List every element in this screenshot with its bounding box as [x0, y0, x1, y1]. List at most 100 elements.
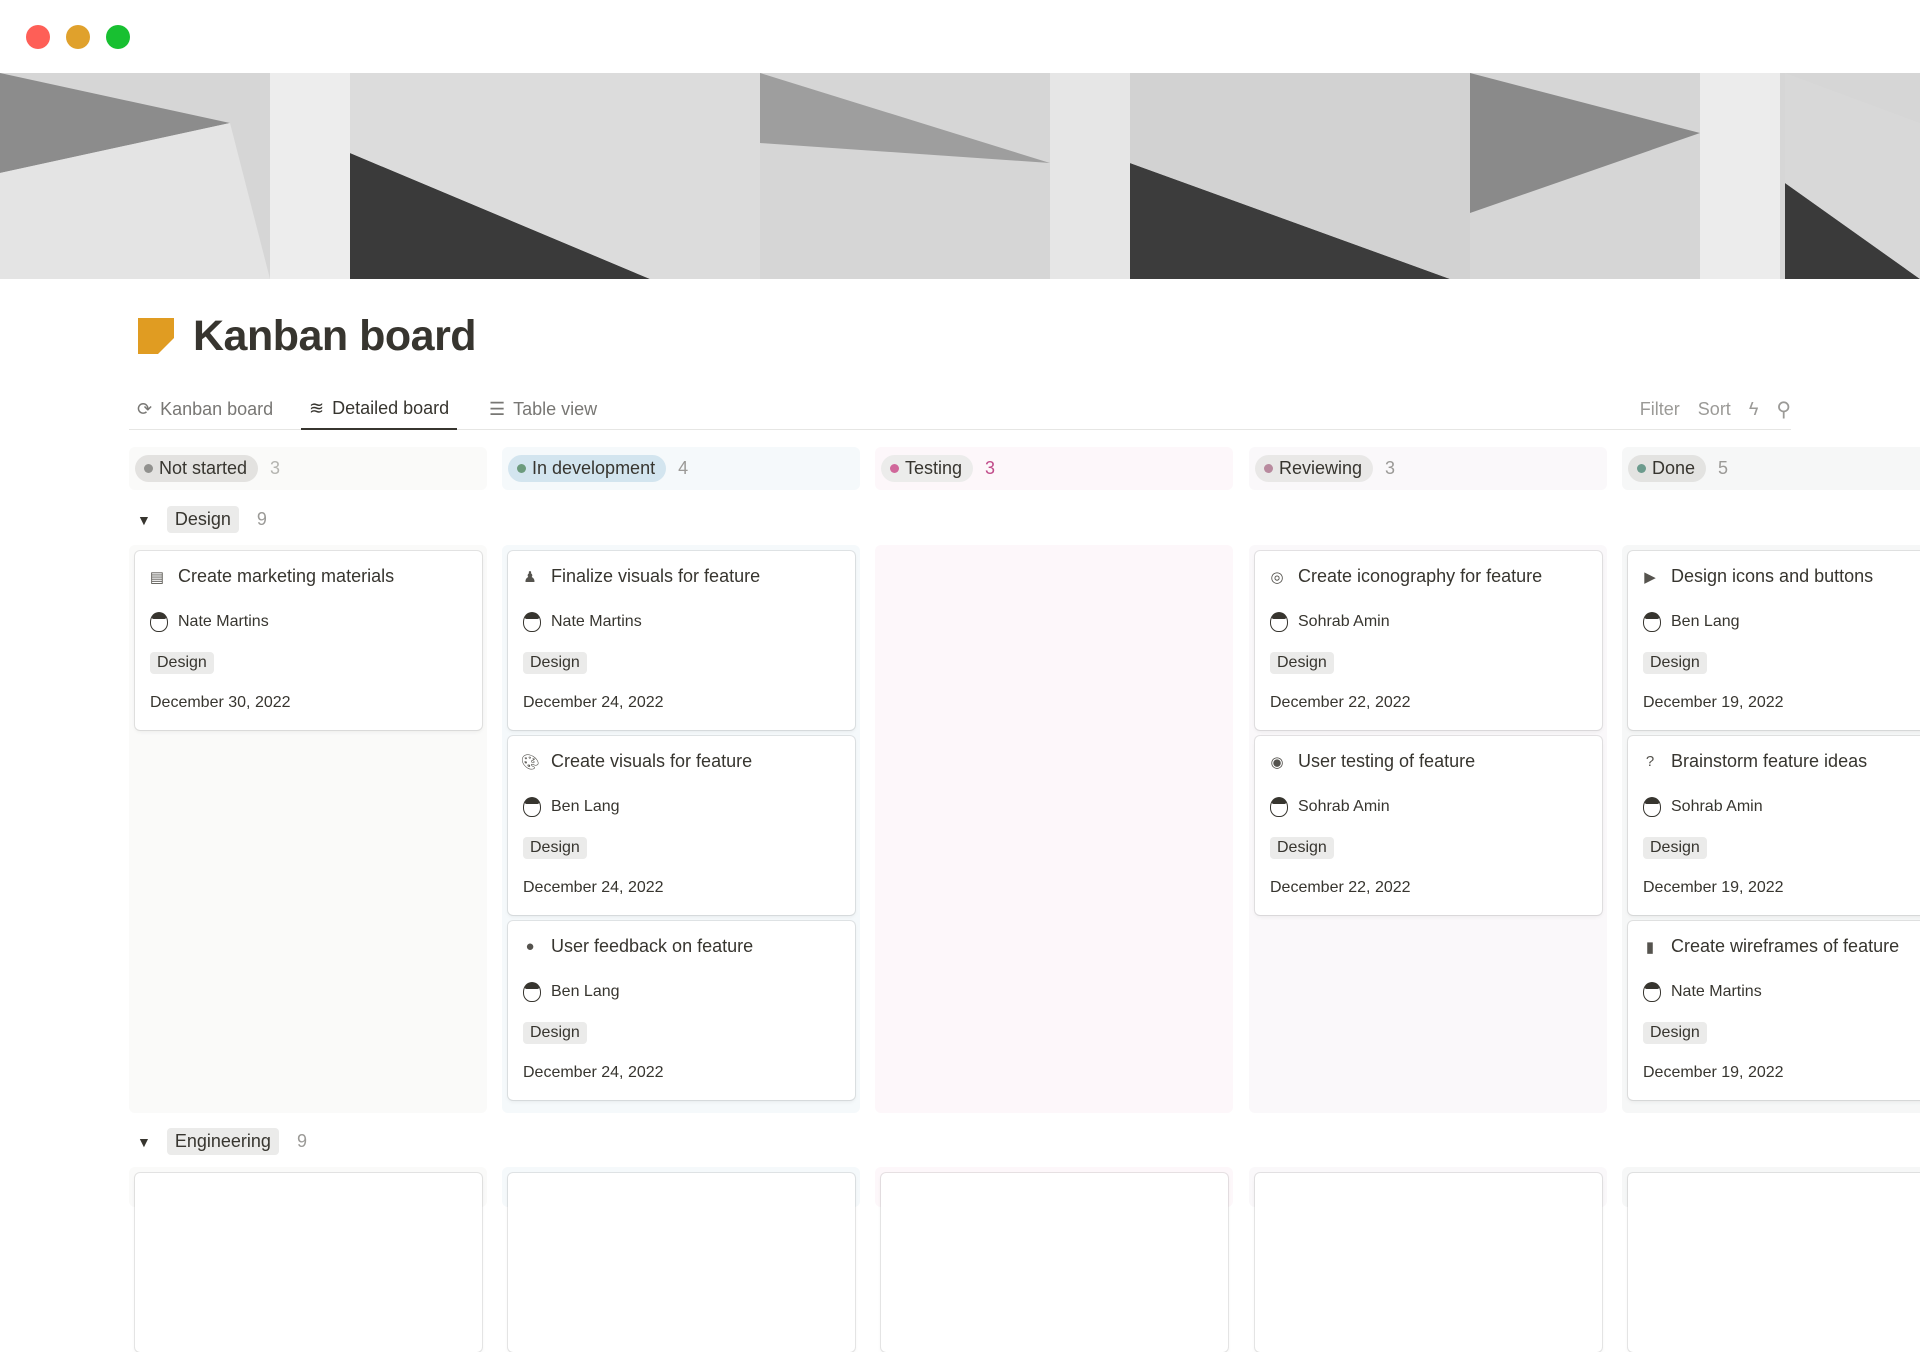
column-group-bg	[875, 545, 1233, 1113]
task-card[interactable]: ▮ Create wireframes of feature Nate Martin…	[1628, 921, 1920, 1100]
assignee: Ben Lang	[523, 982, 620, 1002]
column-header: Testing 3	[875, 447, 1233, 490]
status-pill[interactable]: Not started	[135, 455, 259, 482]
status-pill[interactable]: Reviewing	[1255, 455, 1374, 482]
task-card[interactable]: ▤ Create marketing materials Nate Martins D…	[135, 551, 482, 730]
avatar	[150, 612, 168, 632]
card-date: December 24, 2022	[523, 1064, 664, 1081]
card-title: Create visuals for feature	[551, 751, 753, 771]
tag-badge: Design	[523, 837, 587, 859]
assignee-name: Nate Martins	[178, 613, 269, 630]
assignee-name: Nate Martins	[551, 613, 642, 630]
assignee-name: Ben Lang	[551, 798, 620, 815]
task-card[interactable]: ♟ Finalize visuals for feature Nate Martin…	[508, 551, 855, 730]
card-title: Create marketing materials	[178, 566, 395, 586]
column-header: Not started 3	[129, 447, 487, 490]
column-header: In development 4	[502, 447, 860, 490]
column-header: Done 5	[1622, 447, 1920, 490]
user-circle-icon: ◉	[1270, 753, 1284, 771]
card-title-row: ▤ Create marketing materials	[148, 566, 394, 587]
task-card[interactable]: ? Brainstorm feature ideas Sohrab Amin Desi…	[1628, 736, 1920, 915]
group-header-engineering[interactable]: ▼ Engineering 9	[137, 1128, 307, 1155]
assignee-name: Sohrab Amin	[1671, 798, 1763, 815]
task-card[interactable]: 🎨︎ Create visuals for feature Ben Lang Desi…	[508, 736, 855, 915]
question-bubble-icon: ?	[1645, 753, 1655, 770]
status-count: 3	[985, 458, 996, 478]
assignee: Sohrab Amin	[1643, 797, 1763, 817]
card-title-row: ▶ Design icons and buttons	[1641, 566, 1873, 587]
speech-bubble-icon: ●	[525, 938, 535, 955]
card-date: December 19, 2022	[1643, 1064, 1784, 1081]
target-icon: ◎	[1270, 568, 1284, 586]
tab-detailed-board[interactable]: ≋ Detailed board	[301, 388, 458, 430]
card-date: December 19, 2022	[1643, 879, 1784, 896]
list-icon: ☰	[489, 398, 506, 419]
assignee: Sohrab Amin	[1270, 612, 1390, 632]
filter-button[interactable]: Filter	[1639, 398, 1680, 419]
status-label: Done	[1652, 458, 1696, 478]
task-card[interactable]: ◉ User testing of feature Sohrab Amin Desig…	[1255, 736, 1602, 915]
assignee: Nate Martins	[1643, 982, 1762, 1002]
card-title: Design icons and buttons	[1671, 566, 1874, 586]
card-title-row: ◎ Create iconography for feature	[1268, 566, 1542, 587]
assignee: Nate Martins	[523, 612, 642, 632]
assignee: Nate Martins	[150, 612, 269, 632]
status-pill[interactable]: Done	[1628, 455, 1707, 482]
avatar	[523, 612, 541, 632]
avatar	[1270, 612, 1288, 632]
close-window-button[interactable]	[26, 25, 50, 49]
status-dot	[517, 464, 526, 473]
status-count: 4	[678, 458, 689, 478]
status-count: 5	[1718, 458, 1729, 478]
tab-kanban-board[interactable]: ⟳ Kanban board	[137, 398, 274, 419]
status-pill[interactable]: In development	[508, 455, 667, 482]
card-title-row: ♟ Finalize visuals for feature	[521, 566, 760, 587]
task-card[interactable]: ● User feedback on feature Ben Lang Design D…	[508, 921, 855, 1100]
view-tabs: ⟳ Kanban board ≋ Detailed board ☰ Table vie…	[129, 388, 1791, 430]
phone-icon: ▮	[1645, 938, 1655, 956]
avatar	[1643, 612, 1661, 632]
avatar	[1643, 797, 1661, 817]
card-title-row: ● User feedback on feature	[521, 936, 753, 957]
newspaper-icon: ▤	[149, 568, 165, 586]
waves-icon: ≋	[309, 397, 325, 418]
column-header: Reviewing 3	[1249, 447, 1607, 490]
minimize-window-button[interactable]	[66, 25, 90, 49]
card-date: December 24, 2022	[523, 879, 664, 896]
status-dot	[890, 464, 899, 473]
palette-icon: 🎨︎	[520, 753, 540, 771]
card-title: Brainstorm feature ideas	[1671, 751, 1868, 771]
card-title-row: 🎨︎ Create visuals for feature	[520, 751, 753, 772]
card-title: Finalize visuals for feature	[551, 566, 761, 586]
tab-table-view[interactable]: ☰ Table view	[489, 398, 598, 419]
card-date: December 30, 2022	[150, 694, 291, 711]
tag-badge: Design	[523, 652, 587, 674]
avatar	[523, 797, 541, 817]
status-dot	[1637, 464, 1646, 473]
collapse-triangle-icon[interactable]: ▼	[137, 511, 151, 528]
collapse-triangle-icon[interactable]: ▼	[137, 1133, 151, 1150]
sort-button[interactable]: Sort	[1697, 398, 1731, 419]
task-card[interactable]: ◎ Create iconography for feature Sohrab Am…	[1255, 551, 1602, 730]
search-icon[interactable]: ⚲	[1776, 398, 1791, 421]
card-title: User feedback on feature	[551, 936, 754, 956]
tag-badge: Design	[1643, 837, 1707, 859]
assignee-name: Nate Martins	[1671, 983, 1762, 1000]
cover-image	[0, 73, 1920, 279]
assignee: Sohrab Amin	[1270, 797, 1390, 817]
status-label: In development	[532, 458, 656, 478]
group-header-design[interactable]: ▼ Design 9	[137, 506, 267, 533]
status-label: Not started	[159, 458, 248, 478]
assignee-name: Sohrab Amin	[1298, 798, 1390, 815]
card-date: December 22, 2022	[1270, 694, 1411, 711]
tag-badge: Design	[1643, 652, 1707, 674]
lightning-icon[interactable]: ϟ	[1748, 398, 1759, 419]
status-pill[interactable]: Testing	[881, 455, 974, 482]
card-title-row: ▮ Create wireframes of feature	[1641, 936, 1899, 957]
task-card[interactable]: ▶ Design icons and buttons Ben Lang Design D…	[1628, 551, 1920, 730]
zoom-window-button[interactable]	[106, 25, 130, 49]
tag-badge: Design	[150, 652, 214, 674]
card-title: Create wireframes of feature	[1671, 936, 1900, 956]
card-date: December 22, 2022	[1270, 879, 1411, 896]
card-title: User testing of feature	[1298, 751, 1476, 771]
